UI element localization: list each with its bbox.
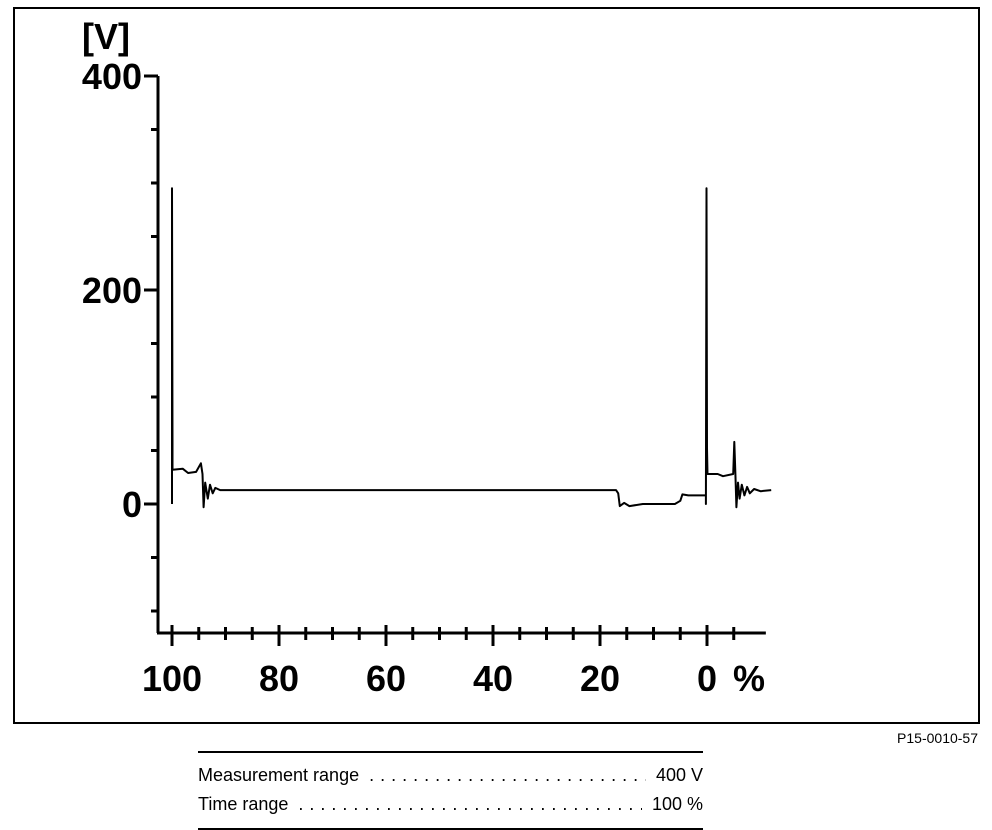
axes xyxy=(156,76,766,635)
y-tick-label: 0 xyxy=(122,484,142,525)
voltage-trace xyxy=(171,187,772,509)
x-tick-label: 80 xyxy=(259,658,299,699)
x-unit-label: % xyxy=(733,658,765,699)
dot-leader: ........................................ xyxy=(298,794,642,814)
settings-row-time-range: Time range .............................… xyxy=(198,790,703,819)
x-tick-label: 0 xyxy=(697,658,717,699)
y-tick-label: 400 xyxy=(82,56,142,97)
figure-id: P15-0010-57 xyxy=(897,730,978,746)
x-tick-label: 40 xyxy=(473,658,513,699)
x-tick-label: 20 xyxy=(580,658,620,699)
settings-row-measurement-range: Measurement range ......................… xyxy=(198,761,703,790)
x-tick-label: 60 xyxy=(366,658,406,699)
setting-label: Measurement range xyxy=(198,765,360,785)
series xyxy=(171,187,772,509)
setting-value: 400 V xyxy=(655,765,703,785)
y-tick-label: 200 xyxy=(82,270,142,311)
y-unit-label: [V] xyxy=(82,16,130,57)
ticks xyxy=(144,74,736,646)
chart-frame xyxy=(13,7,980,724)
dot-leader: ........................................ xyxy=(369,765,646,785)
setting-value: 100 % xyxy=(651,794,703,814)
x-tick-label: 100 xyxy=(142,658,202,699)
settings-table: Measurement range ......................… xyxy=(198,751,703,830)
setting-label: Time range xyxy=(198,794,289,814)
